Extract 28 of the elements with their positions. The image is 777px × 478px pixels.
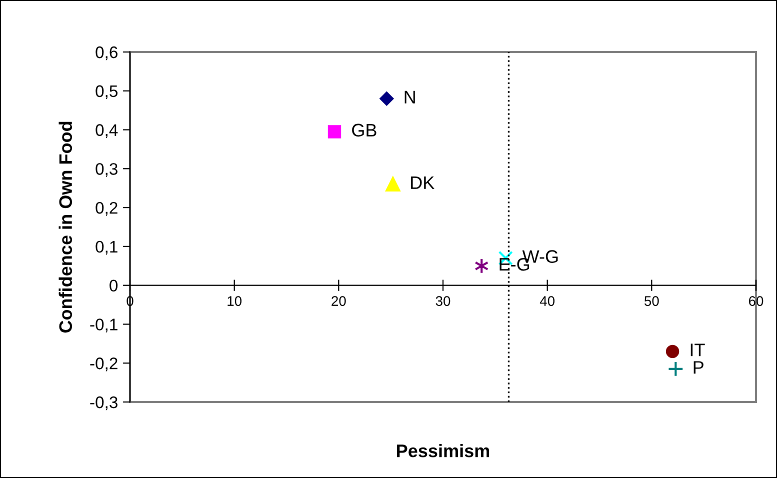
x-tick-label: 30 (436, 296, 450, 306)
y-tick-label: 0,4 (96, 124, 118, 138)
y-tick-label: -0,2 (90, 358, 118, 372)
x-tick-label: 60 (748, 296, 764, 306)
y-tick-label: 0,2 (96, 202, 118, 216)
x-tick-label: 20 (332, 296, 346, 306)
y-tick-label: -0,1 (90, 318, 118, 332)
series-label: IT (690, 344, 705, 356)
series-label: GB (352, 124, 376, 137)
point (668, 360, 684, 377)
y-tick-label: 0,5 (96, 85, 118, 100)
series-label: N (404, 90, 415, 104)
point (380, 92, 394, 106)
x-axis-title: Pessimism (397, 444, 490, 458)
y-axis-title: Confidence in Own Food (58, 122, 72, 333)
point (666, 344, 680, 358)
point (328, 125, 342, 138)
point (386, 176, 400, 192)
x-tick-label: 10 (228, 296, 242, 306)
x-tick-label: 50 (644, 296, 659, 306)
series-label: DK (411, 176, 434, 189)
y-tick-label: 0 (110, 280, 118, 292)
y-tick-label: 0,3 (96, 163, 118, 177)
y-tick-label: -0,3 (90, 396, 118, 410)
x-tick-label: 40 (540, 296, 555, 306)
y-tick-label: 0,6 (96, 46, 118, 60)
y-tick-label: 0,1 (96, 240, 118, 255)
series-label: P (694, 361, 704, 374)
